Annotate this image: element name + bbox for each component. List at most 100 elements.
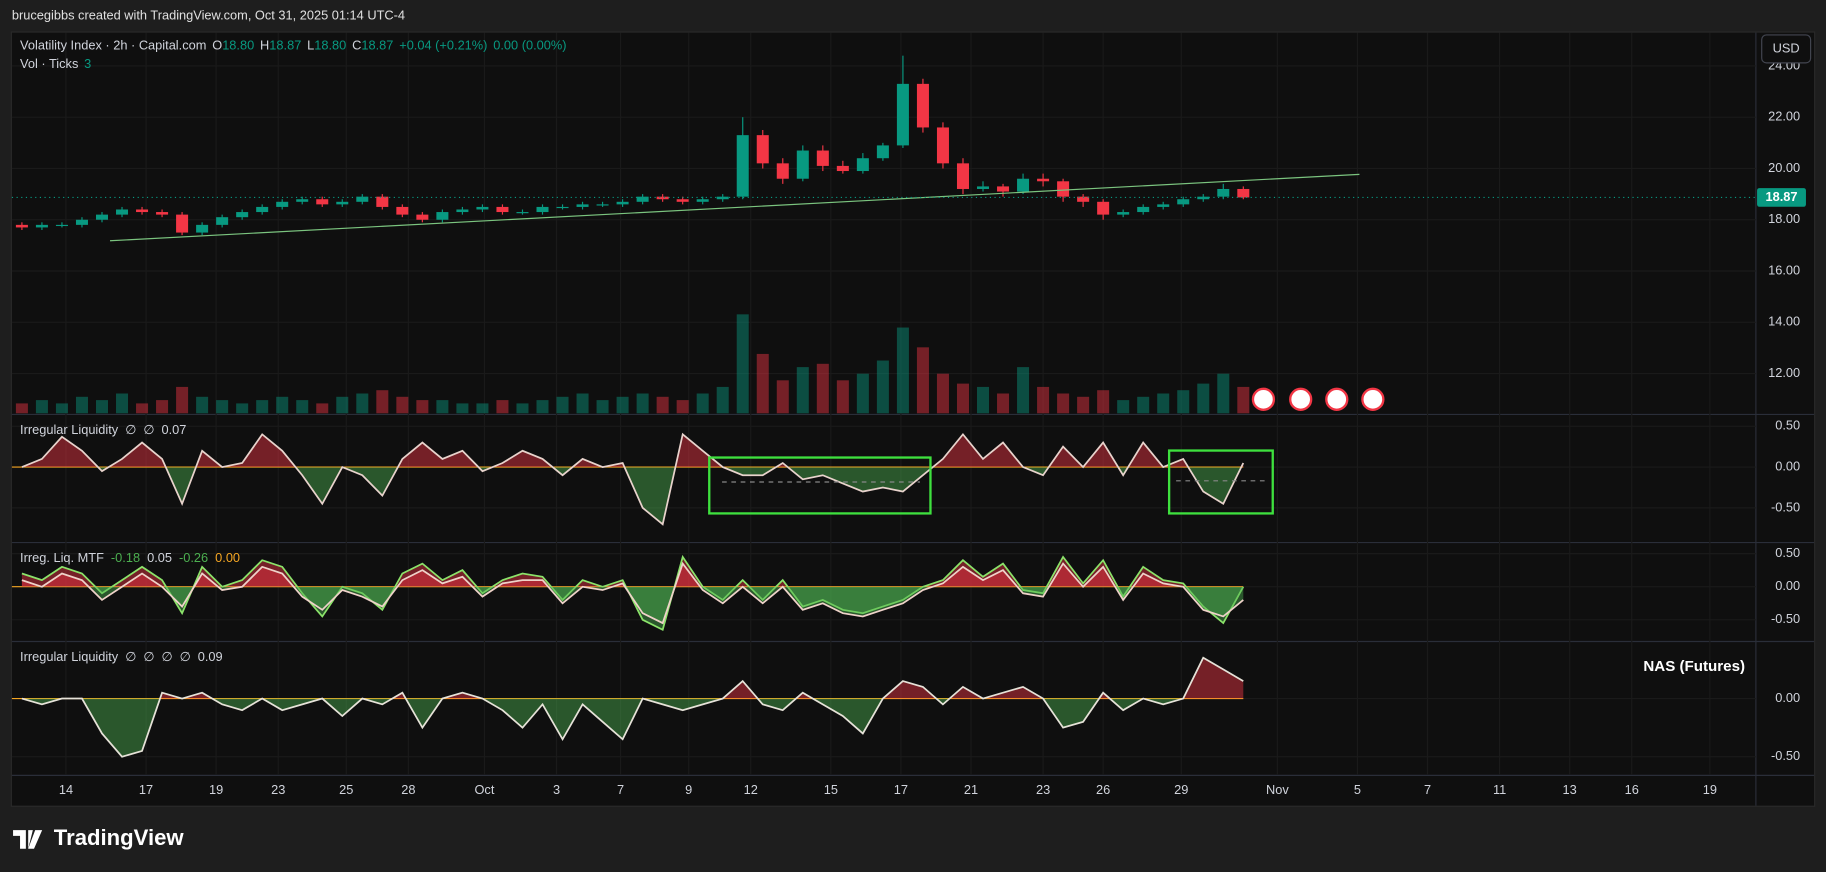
x-tick-label: 21	[964, 782, 978, 797]
candle-body	[1017, 178, 1030, 192]
volume-bar	[656, 396, 669, 414]
candle-body	[536, 206, 549, 213]
indicator-value: ∅	[180, 649, 191, 664]
x-tick-label: 9	[685, 782, 692, 797]
indicator-value: 0.09	[198, 649, 223, 664]
volume-bar	[476, 403, 489, 414]
flag-icon	[1361, 387, 1385, 411]
y-tick-label: 0.00	[1775, 458, 1800, 473]
x-tick-label: 15	[824, 782, 838, 797]
candle-body	[376, 196, 389, 207]
x-tick-label: 13	[1563, 782, 1577, 797]
volume-bar	[977, 386, 990, 414]
candle-body	[756, 135, 769, 164]
volume-bar	[936, 373, 949, 414]
volume-bar	[456, 403, 469, 414]
volume-bar	[616, 396, 629, 414]
currency-label[interactable]: USD	[1773, 40, 1800, 55]
y-tick-label: 0.50	[1775, 545, 1800, 560]
candle-body	[596, 204, 609, 206]
volume-bar	[156, 400, 169, 414]
indicator-value: 0.07	[161, 422, 186, 437]
area-up	[21, 563, 1244, 587]
highlight-box	[708, 456, 932, 515]
indicator-value: ∅	[125, 649, 136, 664]
legend-value: 18.87	[361, 38, 393, 53]
flag-icon	[1289, 387, 1313, 411]
volume-bar	[516, 403, 529, 414]
drawn-boxes	[708, 449, 1274, 515]
volume-bar	[496, 400, 509, 414]
y-tick-label: 0.00	[1775, 690, 1800, 705]
volume-bar	[276, 396, 289, 414]
y-tick-label: 14.00	[1768, 314, 1800, 329]
x-tick-label: 11	[1493, 782, 1506, 797]
candle-body	[476, 206, 489, 210]
indicator-title: Irregular Liquidity	[20, 422, 119, 437]
volume-bar	[1217, 373, 1230, 414]
candle-body	[836, 165, 849, 172]
x-tick-label: 14	[59, 782, 73, 797]
volume-bar	[55, 403, 68, 414]
legend-title: Volatility Index · 2h · Capital.com	[20, 38, 206, 53]
candle-body	[1117, 212, 1130, 215]
currency-button[interactable]	[1761, 34, 1812, 64]
legend-change: +0.04 (+0.21%)	[399, 38, 487, 53]
volume-bar	[856, 373, 869, 414]
y-tick-label: 22.00	[1768, 109, 1800, 124]
candle-body	[816, 150, 829, 166]
y-tick-label: 12.00	[1768, 365, 1800, 380]
candle-body	[35, 224, 48, 228]
volume-bar	[756, 353, 769, 414]
candle-body	[316, 199, 329, 205]
brand-logo	[13, 830, 43, 849]
y-tick-label: 18.00	[1768, 211, 1800, 226]
indicator-legend: Irregular Liquidity ∅ ∅ 0.07	[20, 422, 186, 437]
y-tick-label: 20.00	[1768, 160, 1800, 175]
volume-bar	[1197, 383, 1210, 414]
candle-body	[676, 199, 689, 202]
candle-body	[216, 217, 229, 225]
volume-bar	[596, 400, 609, 414]
x-tick-label: 26	[1096, 782, 1110, 797]
volume-bar	[75, 396, 88, 414]
volume-bar	[796, 367, 809, 414]
volume-bar	[216, 400, 229, 414]
indicator-value: 0.05	[147, 550, 172, 565]
volume-label: Vol · Ticks	[20, 57, 78, 72]
volume-bar	[356, 393, 369, 414]
candle-body	[997, 186, 1010, 192]
x-tick-label: 23	[271, 782, 285, 797]
area-down	[21, 698, 1244, 757]
header-text: brucegibbs created with TradingView.com,…	[12, 8, 405, 23]
volume-bar	[916, 347, 929, 414]
candle-body	[396, 206, 409, 215]
volume-bar	[896, 327, 909, 414]
legend-label: C	[352, 38, 361, 53]
indicator-value: -0.26	[179, 550, 208, 565]
candle-body	[136, 209, 149, 213]
candle-body	[336, 201, 349, 205]
volume-bar	[576, 393, 589, 414]
highlight-box	[1167, 449, 1274, 515]
flag-icon	[1251, 387, 1276, 411]
volume-bar	[376, 390, 389, 414]
volume-bar	[316, 403, 329, 414]
indicator-value: -0.18	[111, 550, 140, 565]
volume-bar	[716, 386, 729, 414]
brand-name: TradingView	[54, 825, 185, 850]
candle-body	[616, 201, 629, 205]
indicator-title: Irregular Liquidity	[20, 649, 119, 664]
chart-area	[10, 31, 1816, 807]
volume-bar	[35, 400, 48, 414]
candle-body	[876, 145, 889, 159]
candle-body	[656, 196, 669, 200]
candle-body	[496, 206, 509, 213]
indicator-title: Irreg. Liq. MTF	[20, 550, 104, 565]
volume-bar	[636, 393, 649, 414]
trendline	[109, 173, 1360, 242]
legend-value: 18.80	[222, 38, 254, 53]
candle-body	[1037, 178, 1050, 182]
candle-body	[75, 219, 88, 225]
